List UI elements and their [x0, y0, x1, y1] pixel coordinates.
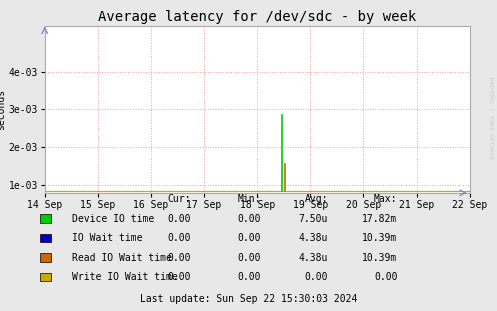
Text: 0.00: 0.00	[374, 272, 398, 282]
Text: RRDTOOL / TOBI OETIKER: RRDTOOL / TOBI OETIKER	[489, 77, 494, 160]
Text: 0.00: 0.00	[305, 272, 328, 282]
Text: 0.00: 0.00	[168, 233, 191, 243]
Text: Cur:: Cur:	[168, 194, 191, 204]
Text: 4.38u: 4.38u	[299, 253, 328, 263]
Text: Avg:: Avg:	[305, 194, 328, 204]
Text: 0.00: 0.00	[238, 272, 261, 282]
Text: Last update: Sun Sep 22 15:30:03 2024: Last update: Sun Sep 22 15:30:03 2024	[140, 294, 357, 304]
Text: 0.00: 0.00	[238, 253, 261, 263]
Text: Read IO Wait time: Read IO Wait time	[72, 253, 172, 263]
Y-axis label: seconds: seconds	[0, 89, 5, 130]
Text: 10.39m: 10.39m	[362, 233, 398, 243]
Text: 0.00: 0.00	[238, 214, 261, 224]
Text: IO Wait time: IO Wait time	[72, 233, 143, 243]
Text: 4.38u: 4.38u	[299, 233, 328, 243]
Text: Max:: Max:	[374, 194, 398, 204]
Text: 7.50u: 7.50u	[299, 214, 328, 224]
Text: 0.00: 0.00	[168, 253, 191, 263]
Text: Min:: Min:	[238, 194, 261, 204]
Title: Average latency for /dev/sdc - by week: Average latency for /dev/sdc - by week	[98, 10, 416, 24]
Text: Write IO Wait time: Write IO Wait time	[72, 272, 178, 282]
Text: 0.00: 0.00	[168, 214, 191, 224]
Text: 0.00: 0.00	[238, 233, 261, 243]
Text: 10.39m: 10.39m	[362, 253, 398, 263]
Text: Device IO time: Device IO time	[72, 214, 154, 224]
Text: 0.00: 0.00	[168, 272, 191, 282]
Text: 17.82m: 17.82m	[362, 214, 398, 224]
